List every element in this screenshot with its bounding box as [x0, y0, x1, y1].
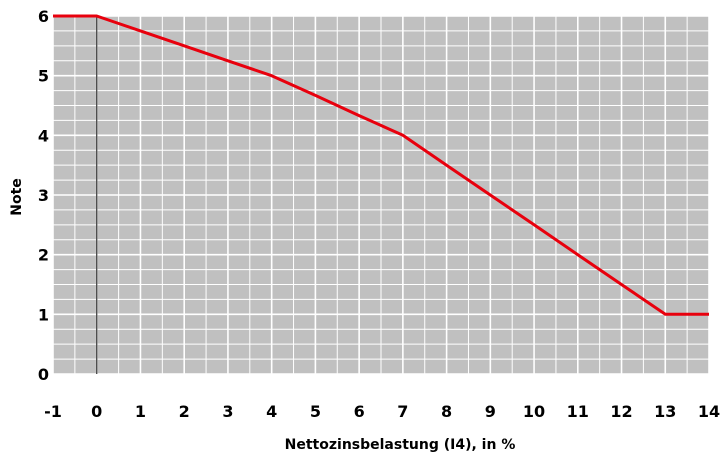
x-tick-label: 14 — [698, 402, 720, 421]
x-tick-label: 9 — [485, 402, 496, 421]
y-tick-label: 6 — [38, 7, 49, 26]
x-tick-label: 4 — [266, 402, 277, 421]
x-tick-label: 10 — [523, 402, 545, 421]
x-tick-label: 5 — [310, 402, 321, 421]
x-tick-label: 8 — [441, 402, 452, 421]
x-tick-label: 13 — [654, 402, 676, 421]
x-tick-label: 1 — [135, 402, 146, 421]
x-tick-label: 11 — [567, 402, 589, 421]
series-lines — [53, 14, 709, 316]
y-tick-label: 5 — [38, 67, 49, 86]
series-line — [53, 14, 709, 316]
y-tick-label: 1 — [38, 305, 49, 324]
x-tick-label: 0 — [91, 402, 102, 421]
y-tick-label: 0 — [38, 365, 49, 384]
x-tick-label: 3 — [222, 402, 233, 421]
x-tick-label: 6 — [354, 402, 365, 421]
x-tick-label: -1 — [44, 402, 62, 421]
x-tick-labels: -1 0 1 2 3 4 5 6 7 8 9 10 11 12 13 14 — [44, 402, 720, 421]
x-tick-label: 7 — [397, 402, 408, 421]
y-tick-label: 4 — [38, 126, 49, 145]
x-tick-label: 2 — [179, 402, 190, 421]
y-tick-labels: 0 1 2 3 4 5 6 — [38, 7, 49, 384]
x-axis-title: Nettozinsbelastung (I4), in % — [285, 437, 516, 453]
x-tick-label: 12 — [610, 402, 632, 421]
y-tick-label: 3 — [38, 186, 49, 205]
y-tick-label: 2 — [38, 246, 49, 265]
y-axis-title: Note — [9, 178, 25, 216]
